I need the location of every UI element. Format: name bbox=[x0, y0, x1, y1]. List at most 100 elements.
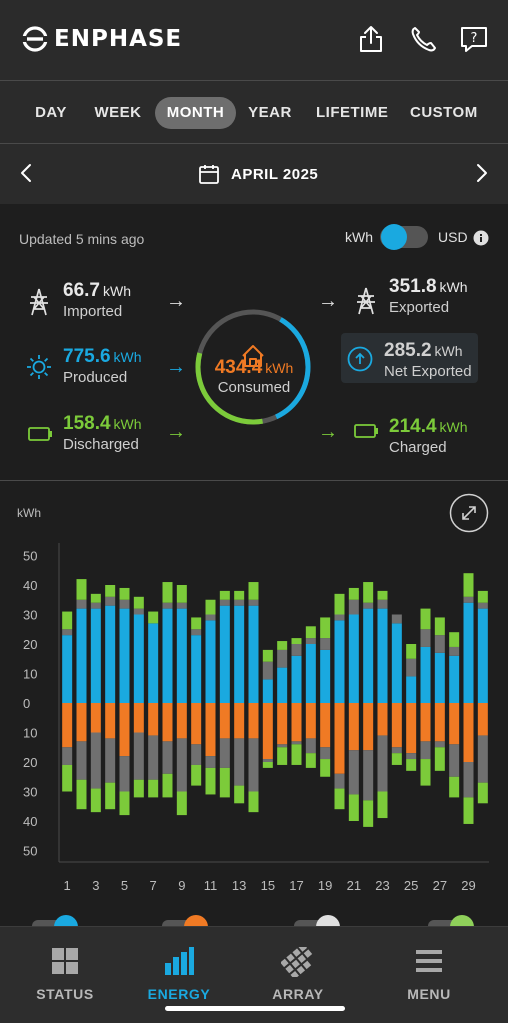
bar-imported bbox=[477, 735, 488, 783]
bar-imported bbox=[162, 741, 173, 774]
bar-consumed bbox=[420, 703, 431, 742]
bar-discharged bbox=[262, 762, 273, 768]
arrow-right-icon: → bbox=[166, 290, 186, 312]
tab-custom[interactable]: CUSTOM bbox=[410, 104, 478, 121]
bar-discharged bbox=[391, 753, 402, 765]
bar-discharged bbox=[406, 759, 417, 771]
phone-icon[interactable] bbox=[408, 24, 438, 54]
period-tabs: DAY WEEK MONTH YEAR LIFETIME CUSTOM bbox=[0, 81, 508, 143]
nav-status[interactable]: STATUS bbox=[20, 947, 110, 1002]
bar-exported bbox=[434, 635, 445, 653]
bar-imported bbox=[277, 744, 288, 748]
x-tick-label: 13 bbox=[232, 878, 246, 893]
bar-imported bbox=[76, 741, 87, 780]
share-icon[interactable] bbox=[356, 24, 386, 54]
bar-exported bbox=[191, 629, 202, 636]
chevron-left-icon[interactable] bbox=[16, 162, 38, 184]
bar-charged bbox=[62, 611, 73, 630]
bar-exported bbox=[176, 602, 187, 609]
bar-discharged bbox=[119, 791, 130, 816]
chevron-right-icon[interactable] bbox=[470, 162, 492, 184]
nav-array[interactable]: ARRAY bbox=[253, 943, 343, 1002]
arrow-up-circle-icon bbox=[347, 346, 373, 372]
unit-toggle-knob[interactable] bbox=[381, 224, 407, 250]
bar-charged bbox=[191, 617, 202, 630]
bar-exported bbox=[90, 602, 101, 609]
charged-unit: kWh bbox=[439, 419, 468, 435]
bar-charged bbox=[449, 632, 460, 647]
bar-exported bbox=[162, 602, 173, 609]
bar-discharged bbox=[176, 791, 187, 816]
bar-charged bbox=[348, 587, 359, 600]
x-tick-label: 3 bbox=[92, 878, 99, 893]
bar-imported bbox=[320, 747, 331, 760]
bar-imported bbox=[133, 732, 144, 780]
nav-energy[interactable]: ENERGY bbox=[134, 947, 224, 1002]
info-icon[interactable] bbox=[473, 230, 489, 246]
produced-stat: 775.6 kWh Produced bbox=[63, 347, 142, 385]
bar-discharged bbox=[248, 791, 259, 813]
grid-icon bbox=[52, 948, 78, 974]
bar-imported bbox=[248, 738, 259, 792]
imported-unit: kWh bbox=[102, 283, 131, 299]
bar-imported bbox=[348, 750, 359, 795]
consumed-unit: kWh bbox=[265, 360, 294, 376]
bar-consumed bbox=[191, 703, 202, 745]
bar-consumed bbox=[305, 703, 316, 739]
menu-icon bbox=[416, 950, 442, 972]
imported-value: 66.7 bbox=[63, 280, 100, 301]
bar-imported bbox=[406, 753, 417, 760]
bar-consumed bbox=[162, 703, 173, 742]
bar-charged bbox=[406, 644, 417, 659]
bar-imported bbox=[377, 735, 388, 792]
consumed-value: 434.4 bbox=[214, 357, 263, 378]
charged-stat: 214.4 kWh Charged bbox=[389, 417, 468, 455]
nav-menu[interactable]: MENU bbox=[384, 947, 474, 1002]
bar-exported bbox=[62, 629, 73, 636]
bar-exported bbox=[406, 658, 417, 677]
y-tick-label: 40 bbox=[23, 814, 37, 829]
bar-exported bbox=[363, 602, 374, 609]
bar-produced bbox=[406, 676, 417, 703]
bar-discharged bbox=[291, 744, 302, 765]
bar-chart-icon bbox=[165, 947, 194, 975]
bar-discharged bbox=[420, 759, 431, 786]
bar-charged bbox=[148, 611, 159, 624]
bar-discharged bbox=[305, 753, 316, 768]
bar-produced bbox=[305, 644, 316, 703]
bar-discharged bbox=[105, 782, 116, 810]
tab-month[interactable]: MONTH bbox=[155, 97, 236, 129]
charged-value: 214.4 bbox=[389, 416, 437, 437]
bar-charged bbox=[176, 585, 187, 603]
bar-discharged bbox=[234, 785, 245, 804]
arrow-right-icon: → bbox=[166, 421, 186, 443]
bar-discharged bbox=[205, 767, 216, 795]
bar-consumed bbox=[133, 703, 144, 733]
home-indicator bbox=[165, 1006, 345, 1011]
bar-imported bbox=[434, 741, 445, 748]
bar-exported bbox=[463, 596, 474, 603]
bar-charged bbox=[219, 590, 230, 600]
energy-chart-panel: kWh 50 40 30 20 10 0 10 20 30 40 50 1 3 5 7 9 11 13 15 17 19 2… bbox=[0, 481, 508, 927]
bar-charged bbox=[119, 587, 130, 600]
bar-consumed bbox=[434, 703, 445, 742]
bar-consumed bbox=[277, 703, 288, 745]
energy-summary: Updated 5 mins ago kWh USD 66.7 kWh Impor… bbox=[0, 204, 508, 480]
help-icon[interactable]: ? bbox=[459, 24, 489, 54]
expand-icon[interactable] bbox=[449, 493, 489, 533]
bar-exported bbox=[334, 614, 345, 621]
tab-year[interactable]: YEAR bbox=[248, 104, 292, 121]
bar-charged bbox=[133, 596, 144, 609]
bar-consumed bbox=[262, 703, 273, 760]
exported-stat: 351.8 kWh Exported bbox=[389, 277, 468, 315]
y-tick-label: 20 bbox=[23, 755, 37, 770]
tab-week[interactable]: WEEK bbox=[94, 104, 142, 121]
bar-produced bbox=[291, 655, 302, 703]
bar-charged bbox=[463, 573, 474, 597]
nav-array-label: ARRAY bbox=[272, 986, 324, 1002]
bar-imported bbox=[420, 741, 431, 760]
bar-discharged bbox=[191, 764, 202, 786]
tab-lifetime[interactable]: LIFETIME bbox=[316, 104, 389, 121]
tab-day[interactable]: DAY bbox=[35, 104, 67, 121]
bar-charged bbox=[90, 593, 101, 603]
